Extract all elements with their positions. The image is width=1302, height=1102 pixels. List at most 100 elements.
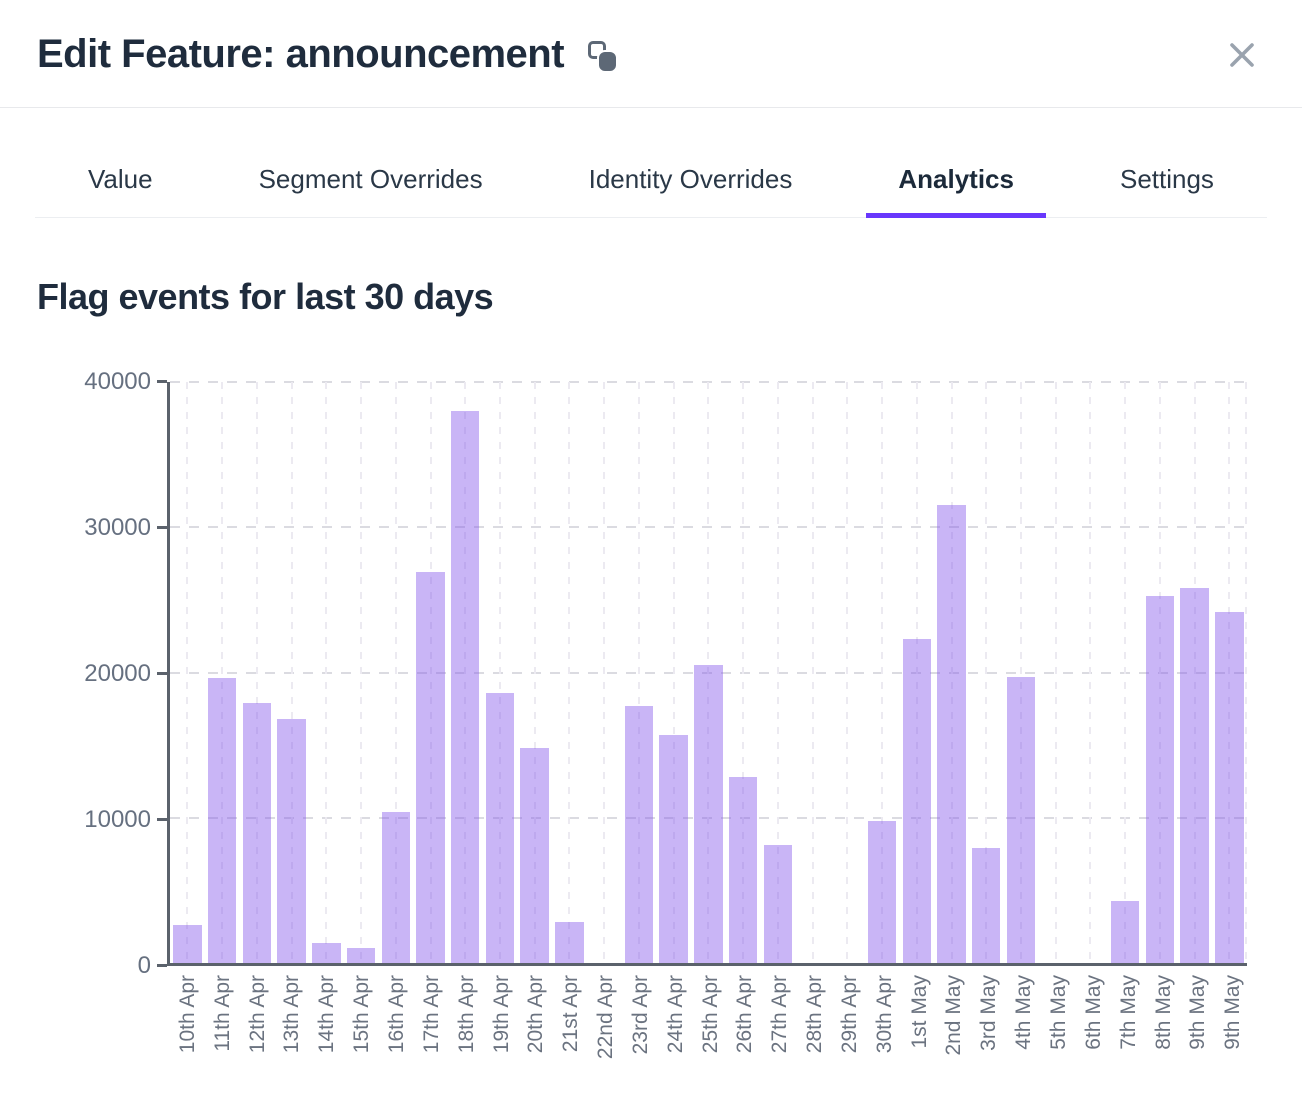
chart-slot: [170, 382, 205, 963]
x-tick-label: 6th May: [1081, 975, 1105, 1050]
x-tick: 6th May: [1076, 975, 1111, 1050]
tab-analytics[interactable]: Analytics: [866, 108, 1046, 218]
tab-settings[interactable]: Settings: [1088, 108, 1246, 218]
bar-17th-apr: [416, 572, 445, 963]
x-tick-label: 8th May: [1151, 975, 1175, 1050]
x-tick-label: 29th Apr: [837, 975, 861, 1054]
x-tick-label: 17th Apr: [419, 975, 443, 1054]
close-button[interactable]: [1226, 39, 1258, 71]
bar-24th-apr: [659, 734, 688, 963]
x-tick-label: 4th May: [1012, 975, 1036, 1050]
x-tick-label: 19th Apr: [489, 975, 513, 1054]
bar-1st-may: [902, 639, 932, 963]
chart-slot: [274, 382, 309, 963]
x-tick-label: 9th May: [1221, 975, 1245, 1050]
x-tick-label: 18th Apr: [454, 975, 478, 1054]
copy-icon[interactable]: [588, 40, 620, 75]
x-tick: 18th Apr: [449, 975, 484, 1053]
chart-slot: [969, 382, 1004, 963]
y-tick-label: 20000: [84, 660, 151, 687]
tab-identity-overrides[interactable]: Identity Overrides: [557, 108, 825, 218]
chart-slot: [1038, 382, 1073, 963]
bar-4th-may: [1006, 676, 1036, 963]
chart-slot: [1143, 382, 1178, 963]
x-tick: 24th Apr: [658, 975, 693, 1053]
x-tick: 3rd May: [971, 975, 1006, 1051]
chart-slot: [760, 382, 795, 963]
chart-slot: [622, 382, 657, 963]
bar-21st-apr: [555, 922, 584, 963]
bar-7th-may: [1110, 900, 1140, 963]
chart-slot: [726, 382, 761, 963]
bar-26th-apr: [728, 777, 758, 963]
x-tick-label: 15th Apr: [350, 975, 374, 1054]
x-tick-label: 12th Apr: [245, 975, 269, 1054]
chart-slot: [691, 382, 726, 963]
x-tick: 10th Apr: [170, 975, 205, 1053]
bar-3rd-may: [972, 848, 1001, 963]
y-tick-mark: [157, 672, 167, 675]
chart-slot: [1212, 382, 1247, 963]
bar-8th-may: [1145, 595, 1175, 963]
gridline: [186, 382, 189, 963]
x-tick-label: 28th Apr: [803, 975, 827, 1054]
chart-slot: [517, 382, 552, 963]
x-tick: 19th Apr: [484, 975, 519, 1053]
plot-area: [167, 381, 1247, 966]
bar-2nd-may: [937, 505, 966, 963]
chart-slot: [795, 382, 830, 963]
x-axis: 10th Apr 11th Apr 12th Apr 13th Apr 14th Apr…: [170, 975, 1250, 1059]
y-tick-mark: [157, 818, 167, 821]
y-tick-label: 0: [137, 952, 151, 979]
copy-icon-front-square: [597, 49, 619, 73]
x-tick: 22nd Apr: [588, 975, 623, 1059]
x-tick-label: 23rd Apr: [628, 975, 652, 1055]
x-tick: 1st May: [902, 975, 937, 1049]
chart-slot: [1108, 382, 1143, 963]
x-tick: 9th May: [1180, 975, 1215, 1050]
gridline: [568, 382, 571, 963]
x-tick-label: 1st May: [907, 975, 931, 1049]
gridline: [1089, 382, 1092, 963]
chart-slot: [830, 382, 865, 963]
gridline: [846, 382, 849, 963]
bar-19th-apr: [485, 692, 515, 963]
y-tick-label: 10000: [84, 806, 151, 833]
y-tick-mark: [157, 526, 167, 529]
chart-slot: [309, 382, 344, 963]
x-tick-label: 5th May: [1047, 975, 1071, 1050]
x-tick-label: 20th Apr: [524, 975, 548, 1054]
tab-bar: Value Segment Overrides Identity Overrid…: [35, 108, 1267, 218]
x-tick-label: 30th Apr: [872, 975, 896, 1054]
x-tick: 28th Apr: [797, 975, 832, 1053]
chart-slot: [552, 382, 587, 963]
bar-9th-may: [1180, 588, 1209, 963]
modal-header: Edit Feature: announcement: [0, 0, 1302, 108]
x-tick-label: 2nd May: [942, 975, 966, 1056]
gridline: [811, 382, 814, 963]
x-tick-label: 25th Apr: [698, 975, 722, 1054]
x-tick-label: 14th Apr: [315, 975, 339, 1054]
x-tick-label: 21st Apr: [559, 975, 583, 1053]
y-tick-label: 40000: [84, 368, 151, 395]
bar-11th-apr: [207, 678, 237, 963]
bar-27th-apr: [763, 845, 793, 963]
gridline: [360, 382, 363, 963]
x-tick: 8th May: [1146, 975, 1181, 1050]
bar-15th-apr: [346, 948, 376, 963]
chart-slot: [656, 382, 691, 963]
tab-segment-overrides[interactable]: Segment Overrides: [227, 108, 515, 218]
x-tick: 20th Apr: [518, 975, 553, 1053]
bar-23rd-apr: [624, 705, 654, 963]
flag-events-chart: 0 10000 20000 30000 40000: [37, 368, 1265, 979]
gridline: [1054, 382, 1057, 963]
x-tick-label: 22nd Apr: [594, 975, 618, 1060]
x-tick: 30th Apr: [867, 975, 902, 1053]
close-icon: [1230, 42, 1254, 67]
x-tick: 4th May: [1006, 975, 1041, 1050]
chart-slot: [448, 382, 483, 963]
bar-14th-apr: [312, 942, 341, 963]
x-tick: 16th Apr: [379, 975, 414, 1053]
tab-value[interactable]: Value: [56, 108, 185, 218]
dialog-title: Edit Feature: announcement: [37, 32, 565, 76]
